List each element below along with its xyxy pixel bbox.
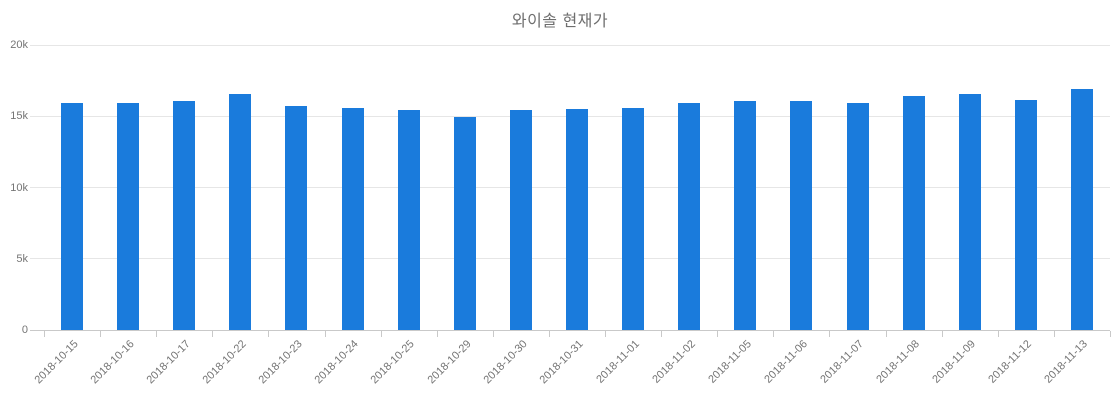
tick-mark bbox=[492, 331, 494, 337]
x-axis-label: 2018-10-25 bbox=[368, 338, 418, 387]
x-axis-label: 2018-10-16 bbox=[88, 338, 137, 387]
grid-line bbox=[30, 44, 1110, 46]
bar[interactable] bbox=[285, 106, 308, 330]
bar[interactable] bbox=[1014, 99, 1037, 330]
bar[interactable] bbox=[622, 108, 645, 330]
tick-mark bbox=[268, 331, 270, 337]
tick-mark bbox=[212, 331, 214, 337]
x-axis-label: 2018-11-13 bbox=[1042, 338, 1091, 386]
x-axis-label: 2018-11-12 bbox=[986, 338, 1035, 386]
tick-mark bbox=[436, 331, 438, 337]
tick-mark bbox=[100, 331, 102, 337]
x-axis-label: 2018-11-07 bbox=[818, 338, 867, 386]
x-axis-label: 2018-11-02 bbox=[649, 338, 698, 386]
tick-mark bbox=[829, 331, 831, 337]
bar[interactable] bbox=[509, 109, 532, 330]
bar[interactable] bbox=[846, 103, 869, 330]
tick-mark bbox=[885, 331, 887, 337]
bar[interactable] bbox=[790, 100, 813, 330]
bar[interactable] bbox=[678, 103, 701, 330]
bar[interactable] bbox=[453, 116, 476, 330]
tick-mark bbox=[324, 331, 326, 337]
x-axis-label: 2018-10-30 bbox=[481, 338, 530, 387]
bar[interactable] bbox=[566, 109, 588, 330]
x-axis-label: 2018-11-05 bbox=[706, 338, 754, 386]
x-axis-label: 2018-10-31 bbox=[537, 338, 586, 387]
bar[interactable] bbox=[229, 94, 252, 330]
chart-title: 와이솔 현재가 bbox=[511, 13, 609, 30]
tick-mark bbox=[661, 331, 663, 337]
tick-mark bbox=[380, 331, 382, 337]
x-axis-label: 2018-10-29 bbox=[424, 338, 474, 387]
y-axis-label: 20k bbox=[10, 39, 28, 51]
bar[interactable] bbox=[958, 94, 981, 330]
x-axis-line bbox=[30, 330, 1110, 331]
x-axis-label: 2018-10-17 bbox=[144, 338, 193, 387]
y-axis-label: 10k bbox=[10, 181, 28, 194]
y-axis-label: 0 bbox=[21, 324, 28, 336]
tick-mark bbox=[717, 331, 719, 337]
x-axis-label: 2018-11-09 bbox=[930, 338, 979, 386]
tick-mark bbox=[44, 331, 45, 337]
x-axis-label: 2018-11-06 bbox=[762, 338, 810, 386]
x-axis-label: 2018-11-01 bbox=[593, 338, 642, 386]
bar[interactable] bbox=[1070, 89, 1093, 330]
y-axis-label: 5k bbox=[16, 252, 28, 265]
x-axis-label: 2018-11-08 bbox=[874, 338, 923, 386]
bar[interactable] bbox=[61, 102, 84, 330]
x-axis-label: 2018-10-23 bbox=[256, 338, 305, 387]
tick-mark bbox=[548, 331, 550, 337]
bar[interactable] bbox=[341, 107, 364, 330]
x-axis-label: 2018-10-15 bbox=[32, 338, 81, 387]
tick-mark bbox=[941, 331, 943, 337]
x-axis-label: 2018-10-24 bbox=[312, 338, 362, 387]
bar[interactable] bbox=[397, 109, 420, 330]
tick-mark bbox=[773, 331, 775, 337]
y-axis-label: 15k bbox=[10, 110, 28, 123]
tick-mark bbox=[1110, 331, 1111, 337]
tick-mark bbox=[605, 331, 607, 337]
tick-mark bbox=[1053, 331, 1055, 337]
tick-mark bbox=[997, 331, 999, 337]
x-axis-label: 2018-10-22 bbox=[200, 338, 249, 387]
bar[interactable] bbox=[117, 103, 140, 330]
bar[interactable] bbox=[734, 100, 757, 330]
tick-mark bbox=[156, 331, 158, 337]
bar[interactable] bbox=[173, 100, 196, 330]
bar[interactable] bbox=[902, 95, 925, 330]
